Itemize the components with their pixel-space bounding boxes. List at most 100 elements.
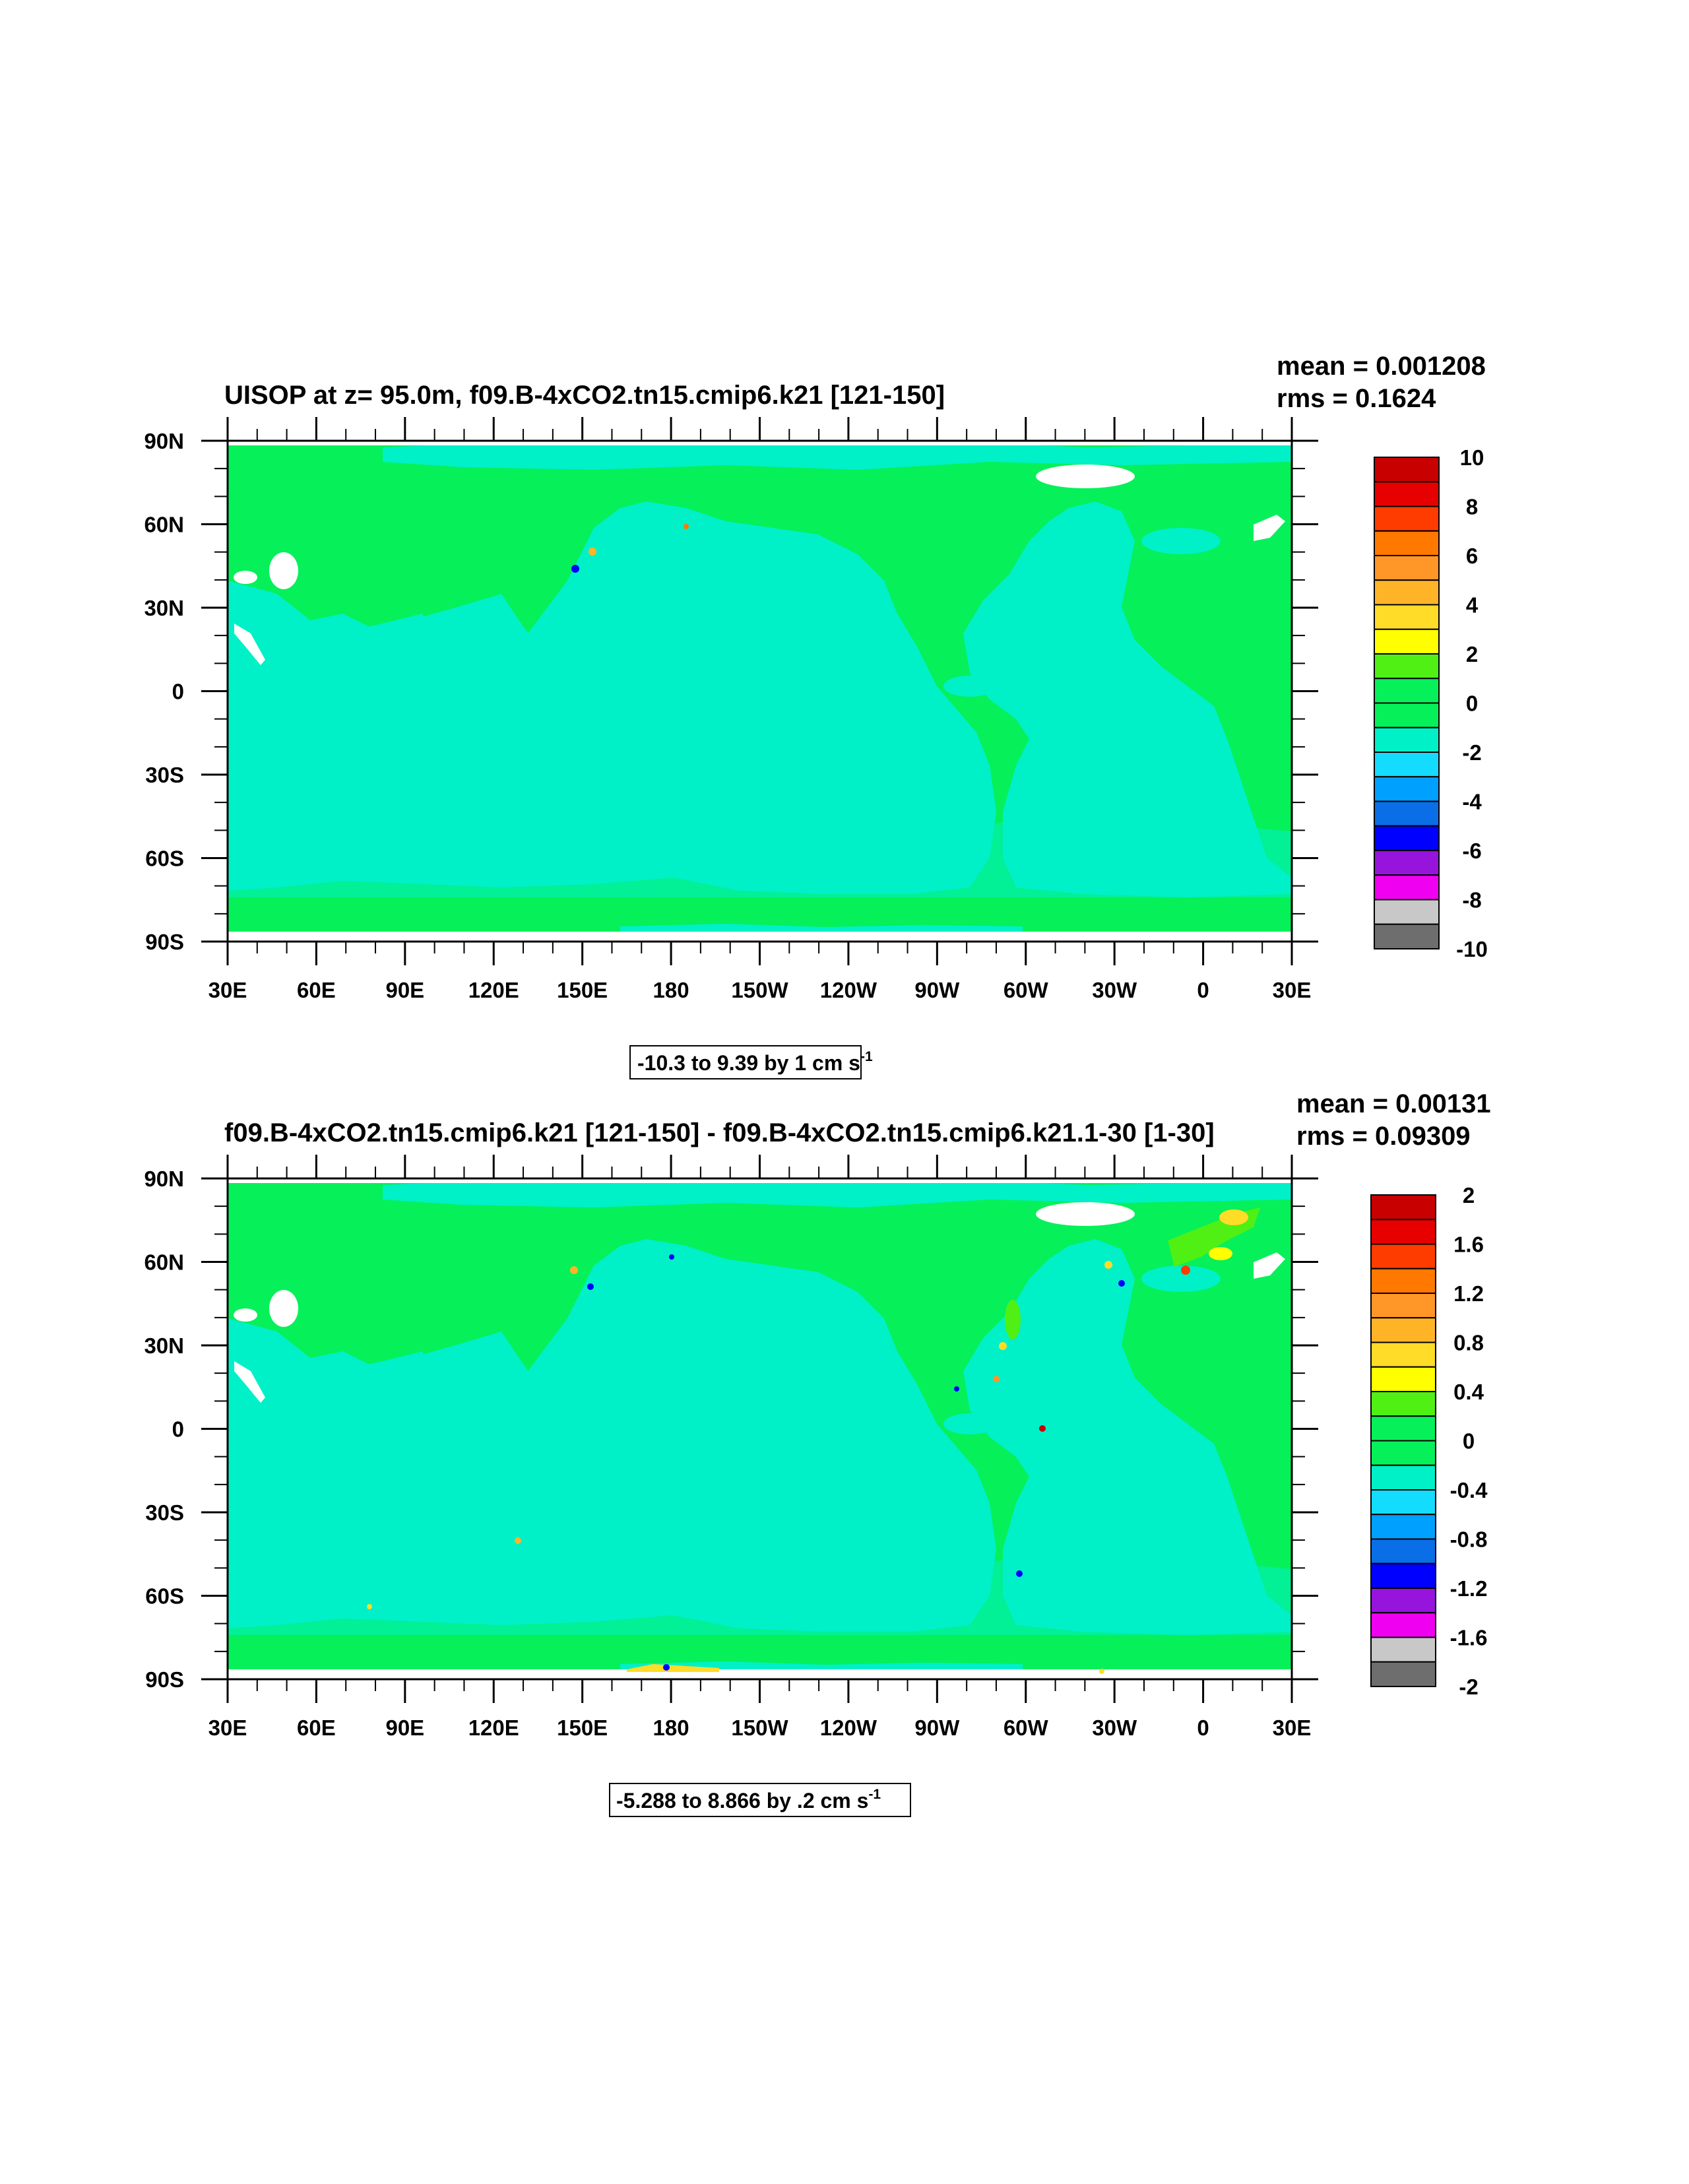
ocean-region (943, 1413, 996, 1434)
colorbar-box (1374, 481, 1440, 507)
colorbar-label: 8 (1466, 495, 1478, 519)
anomaly-spot (663, 1664, 670, 1671)
anomaly-spot (669, 1254, 674, 1260)
colorbar-box (1374, 752, 1440, 778)
colorbar-box (1370, 1341, 1436, 1368)
colorbar-label: -4 (1462, 790, 1482, 814)
ocean-region (515, 501, 996, 894)
colorbar-box (1370, 1415, 1436, 1442)
map-field (228, 1178, 1292, 1679)
colorbar-box (1370, 1636, 1436, 1663)
missing-data-region (1036, 465, 1135, 488)
anomaly-spot (1181, 1266, 1190, 1275)
colorbar-label: -2 (1459, 1675, 1478, 1699)
colorbar-box (1374, 653, 1440, 680)
colorbar-label: 10 (1460, 445, 1484, 470)
colorbar-box (1374, 628, 1440, 655)
colorbar-box (1374, 530, 1440, 556)
x-tick-label: 30W (1092, 1716, 1137, 1740)
colorbar-box (1370, 1194, 1436, 1221)
missing-data-region (234, 1361, 265, 1403)
range-box: -10.3 to 9.39 by 1 cm s-1 (629, 1045, 873, 1079)
y-tick-label: 60S (145, 1584, 184, 1609)
y-tick-label: 0 (172, 680, 184, 704)
anomaly-spot (1016, 1570, 1023, 1577)
ocean-region (228, 1543, 1292, 1635)
panel-top: UISOP at z= 95.0m, f09.B-4xCO2.tn15.cmip… (144, 352, 1488, 1079)
ocean-region (228, 1318, 429, 1404)
colorbar-box (1374, 923, 1440, 949)
missing-data-region (1254, 515, 1285, 541)
y-tick-label: 30S (145, 763, 184, 787)
ocean-region (383, 1178, 1292, 1207)
colorbar-box (1374, 776, 1440, 802)
anomaly-spot (1118, 1280, 1125, 1287)
colorbar-box (1374, 800, 1440, 827)
x-tick-label: 120W (820, 1716, 877, 1740)
x-tick-label: 30E (208, 978, 247, 1002)
colorbar-label: 1.6 (1453, 1233, 1484, 1257)
anomaly-spot (627, 1664, 719, 1672)
x-tick-label: 120W (820, 978, 877, 1002)
missing-data-region (228, 932, 1292, 942)
colorbar-label: -2 (1462, 740, 1481, 765)
x-tick-label: 150E (557, 978, 608, 1002)
colorbar-box (1370, 1440, 1436, 1466)
colorbar-box (1374, 457, 1440, 483)
axis-ticks: 30E 60E 90E 120E 150E 180 150W 120W 90W 60W 30W 0 30… (144, 417, 1318, 1002)
anomaly-spot (515, 1537, 521, 1544)
range-frame (629, 1045, 862, 1079)
colorbar-label: 2 (1466, 642, 1478, 666)
anomaly-spot (954, 1386, 959, 1392)
anomaly-spot (570, 1266, 578, 1274)
anomaly-spot (587, 1283, 594, 1290)
ocean-field (228, 441, 1292, 932)
anomaly-spot (1209, 1247, 1232, 1260)
colorbar-label: -1.6 (1450, 1626, 1488, 1650)
ocean-region (963, 501, 1292, 897)
x-tick-label: 150W (731, 1716, 788, 1740)
colorbar-box (1374, 555, 1440, 581)
missing-data-region (269, 552, 298, 589)
colorbar-box (1374, 899, 1440, 925)
colorbar-label: 2 (1463, 1183, 1475, 1207)
anomaly-spot (1099, 1669, 1104, 1674)
y-tick-label: 90S (145, 1667, 184, 1692)
x-tick-label: 150E (557, 1716, 608, 1740)
colorbar-label: 4 (1466, 593, 1479, 618)
ocean-region (620, 924, 1023, 932)
colorbar-box (1370, 1391, 1436, 1417)
map-field (228, 441, 1292, 942)
anomaly-spot (993, 1376, 1000, 1382)
colorbar-label: -10 (1456, 937, 1488, 961)
x-tick-label: 180 (653, 978, 689, 1002)
colorbar-box (1370, 1612, 1436, 1638)
x-tick-label: 0 (1197, 1716, 1209, 1740)
colorbar-box (1370, 1489, 1436, 1516)
ocean-region (515, 1239, 996, 1632)
y-tick-label: 60S (145, 847, 184, 871)
x-tick-label: 90W (914, 978, 960, 1002)
colorbar-box (1370, 1243, 1436, 1269)
rms-label: rms = 0.09309 (1296, 1122, 1471, 1151)
colorbar-label: -6 (1462, 839, 1481, 863)
range-box: -5.288 to 8.866 by .2 cm s-1 (609, 1783, 911, 1817)
y-tick-label: 0 (172, 1417, 184, 1442)
colorbar-box (1370, 1661, 1436, 1687)
colorbar-label: 6 (1466, 544, 1478, 568)
colorbar-box (1374, 579, 1440, 606)
y-tick-label: 90N (144, 429, 184, 453)
x-tick-label: 180 (653, 1716, 689, 1740)
x-tick-label: 120E (468, 978, 519, 1002)
colorbar-box (1370, 1268, 1436, 1294)
colorbar-label: 0 (1463, 1429, 1475, 1454)
axis-ticks: 30E 60E 90E 120E 150E 180 150W 120W 90W 60W 30W 0 30… (144, 1155, 1318, 1740)
colorbar-box (1370, 1317, 1436, 1343)
x-tick-label: 0 (1197, 978, 1209, 1002)
ocean-region (228, 581, 429, 666)
missing-data-region (228, 1669, 1292, 1679)
colorbar-label: 0.8 (1453, 1331, 1484, 1355)
colorbar-label: -1.2 (1450, 1576, 1488, 1601)
colorbar-box (1374, 678, 1440, 704)
y-tick-label: 30S (145, 1500, 184, 1525)
